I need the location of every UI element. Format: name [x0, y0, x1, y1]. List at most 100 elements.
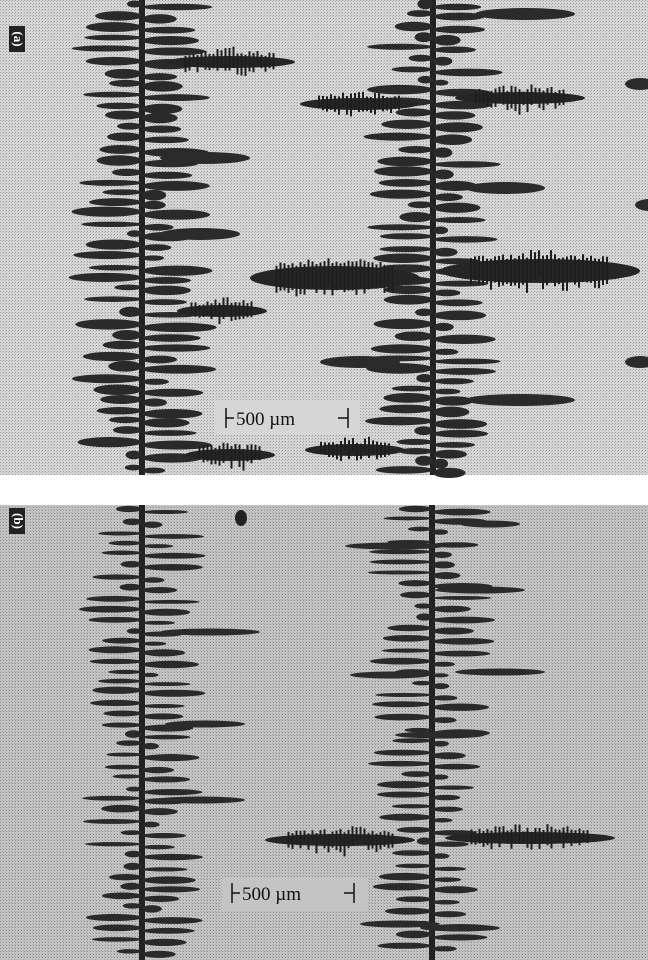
- dendrite-stem: [430, 0, 436, 475]
- dendrite-arm: [99, 145, 142, 154]
- dendrite-arm: [433, 169, 454, 180]
- dendrite-arm: [142, 660, 199, 669]
- dendrite-arm: [71, 206, 142, 217]
- dendrite-arm: [116, 740, 142, 746]
- dendrite-arm: [142, 189, 167, 201]
- dendrite-arm: [126, 230, 142, 237]
- dendrite-arm: [368, 436, 370, 459]
- dendrite-arm: [155, 796, 245, 804]
- dendrite-arm: [538, 250, 540, 277]
- dendrite-arm: [142, 112, 178, 124]
- dendrite-arm: [344, 437, 346, 451]
- dendrite-arm: [570, 829, 573, 846]
- dendrite-arm: [126, 0, 142, 8]
- dendrite-arm: [376, 791, 432, 798]
- dendrite-arm: [112, 426, 142, 434]
- dendrite-arm: [433, 310, 486, 321]
- dendrite-arm: [417, 0, 433, 10]
- dendrite-arm: [367, 224, 433, 231]
- dendrite-arm: [142, 430, 197, 436]
- dendrite-arm: [391, 804, 432, 809]
- dendrite-arm: [392, 738, 432, 744]
- dendrite-arm: [625, 78, 648, 90]
- dendrite-arm: [433, 134, 473, 145]
- dendrite-arm: [470, 258, 472, 285]
- dendrite-arm: [432, 529, 449, 535]
- dendrite-arm: [142, 703, 185, 709]
- dendrite-arm: [200, 51, 203, 66]
- dendrite-arm: [432, 818, 453, 823]
- dendrite-arm: [401, 771, 433, 777]
- dendrite-arm: [142, 136, 189, 144]
- dendrite-arm: [433, 34, 461, 46]
- dendrite-arm: [142, 608, 191, 616]
- dendrite-arm: [375, 833, 378, 853]
- dendrite-arm: [330, 94, 332, 110]
- dendrite-arm: [546, 824, 549, 846]
- dendrite-arm: [78, 605, 142, 613]
- dendrite-arm: [363, 260, 366, 294]
- dendrite-arm: [224, 48, 227, 71]
- dendrite-arm: [582, 830, 585, 843]
- dendrite-arm: [432, 637, 495, 645]
- dendrite-arm: [323, 829, 326, 849]
- dendrite-arm: [433, 368, 496, 375]
- dendrite-arm: [160, 628, 260, 636]
- dendrite-arm: [84, 296, 142, 302]
- dendrite-arm: [331, 263, 334, 296]
- dendrite-arm: [498, 255, 500, 287]
- dendrite-arm: [299, 262, 302, 295]
- dendrite-arm: [339, 828, 342, 853]
- dendrite-arm: [379, 404, 433, 414]
- dendrite-arm: [574, 830, 577, 844]
- dendrite-arm: [142, 544, 174, 549]
- dendrite-arm: [526, 257, 528, 293]
- dendrite-arm: [248, 51, 251, 72]
- dendrite-arm: [365, 416, 433, 426]
- dendrite-arm: [380, 442, 382, 458]
- dendrite-arm: [372, 701, 433, 708]
- dendrite-arm: [432, 946, 457, 952]
- dendrite-arm: [482, 90, 485, 104]
- dendrite-arm: [538, 827, 541, 849]
- scale-bar: 500 µm: [214, 400, 360, 434]
- dendrite-arm: [369, 559, 432, 565]
- dendrite-arm: [220, 50, 223, 69]
- dendrite-arm: [582, 254, 584, 282]
- dendrite-arm: [142, 364, 217, 374]
- dendrite-arm: [395, 108, 434, 117]
- dendrite-arm: [320, 356, 400, 368]
- dendrite-arm: [478, 255, 480, 285]
- dendrite-arm: [92, 924, 142, 932]
- dendrite-arm: [433, 388, 461, 395]
- dendrite-arm: [319, 830, 322, 844]
- dendrite-arm: [123, 862, 142, 870]
- dendrite-arm: [367, 43, 434, 50]
- dendrite-arm: [68, 272, 142, 282]
- dendrite-arm: [194, 302, 197, 317]
- dendrite-arm: [142, 467, 166, 474]
- dendrite-arm: [235, 510, 247, 526]
- dendrite-arm: [433, 280, 489, 287]
- dendrite-arm: [369, 549, 432, 555]
- dendrite-arm: [432, 616, 495, 624]
- dendrite-arm: [378, 872, 432, 881]
- dendrite-arm: [376, 441, 378, 460]
- dendrite-arm: [478, 828, 481, 844]
- dendrite-arm: [142, 853, 203, 861]
- dendrite-arm: [542, 255, 544, 290]
- dendrite-arm: [287, 831, 290, 848]
- dendrite-arm: [142, 223, 174, 231]
- dendrite-arm: [432, 627, 474, 635]
- dendrite-arm: [356, 442, 358, 461]
- dendrite-arm: [75, 319, 142, 330]
- dendrite-arm: [142, 26, 196, 34]
- dendrite-arm: [125, 786, 142, 792]
- dendrite-arm: [602, 256, 604, 285]
- dendrite-arm: [307, 833, 310, 850]
- dendrite-arm: [566, 826, 569, 840]
- dendrite-arm: [381, 119, 433, 129]
- dendrite-arm: [142, 418, 190, 428]
- dendrite-arm: [264, 55, 267, 72]
- dendrite-arm: [433, 442, 476, 448]
